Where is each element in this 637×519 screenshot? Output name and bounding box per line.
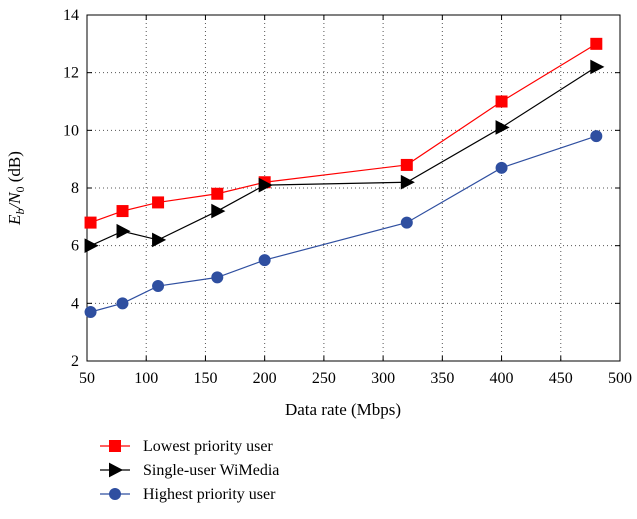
data-point: [116, 223, 131, 239]
x-tick-label: 350: [430, 370, 454, 387]
y-tick-label: 4: [71, 295, 79, 312]
data-point: [116, 205, 129, 218]
y-label-sub2: 0: [13, 186, 27, 192]
x-tick-label: 150: [193, 370, 217, 387]
data-point: [211, 187, 224, 200]
plot-frame: [86, 14, 621, 362]
y-label-mid: /N: [5, 191, 24, 210]
y-label-sub1: b: [13, 209, 27, 215]
x-tick-label: 450: [549, 370, 573, 387]
y-tick-label: 10: [63, 122, 79, 139]
legend: Lowest priority user Single-user WiMedia H…: [100, 438, 279, 503]
data-point: [495, 95, 508, 108]
x-tick-label: 100: [134, 370, 158, 387]
legend-label: Highest priority user: [143, 486, 276, 503]
legend-item: Single-user WiMedia: [100, 462, 279, 479]
series-layer: [84, 37, 605, 318]
data-point: [84, 238, 99, 253]
y-label-unit: (dB): [5, 151, 24, 186]
x-tick-label: 400: [490, 370, 514, 387]
legend-label: Lowest priority user: [143, 438, 273, 455]
series-1: [84, 37, 603, 229]
data-point: [400, 158, 413, 171]
series-2: [84, 59, 605, 253]
x-tick-label: 200: [253, 370, 277, 387]
series-line: [90, 43, 597, 224]
legend-label: Single-user WiMedia: [143, 462, 279, 479]
data-point: [400, 174, 415, 190]
grid-lines: [87, 15, 620, 361]
data-point: [152, 196, 165, 209]
legend-item: Highest priority user: [100, 486, 276, 503]
x-tick-label: 250: [312, 370, 336, 387]
data-point: [211, 271, 224, 284]
plot-border: [86, 14, 621, 362]
legend-marker: [109, 462, 124, 478]
legend-marker: [109, 488, 121, 500]
data-point: [590, 59, 605, 75]
data-point: [258, 254, 271, 267]
x-tick-label: 50: [79, 370, 95, 387]
data-point: [495, 120, 510, 135]
y-axis-label: Eb/N0 (dB): [5, 151, 27, 226]
legend-item: Lowest priority user: [100, 438, 273, 455]
y-label-main: E: [5, 214, 24, 226]
data-point: [400, 216, 413, 229]
series-line: [90, 66, 597, 247]
legend-marker: [109, 440, 121, 452]
data-point: [152, 280, 165, 293]
axis-ticks: 50 100 150 200 250 300 350 400 450 500 2 4 6 8 10 12 14: [63, 7, 632, 387]
series-line: [90, 135, 597, 313]
x-axis-label: Data rate (Mbps): [285, 400, 401, 419]
data-point: [495, 161, 508, 174]
y-tick-label: 14: [63, 7, 79, 24]
y-tick-label: 2: [71, 353, 79, 370]
y-tick-label: 6: [71, 238, 79, 255]
x-tick-label: 500: [608, 370, 632, 387]
x-tick-label: 300: [371, 370, 395, 387]
data-point: [590, 37, 603, 50]
data-point: [152, 232, 167, 248]
y-tick-label: 12: [63, 65, 79, 82]
data-point: [258, 177, 273, 193]
y-tick-label: 8: [71, 180, 79, 197]
data-point: [211, 203, 226, 219]
data-point: [116, 297, 129, 310]
data-point: [84, 305, 97, 318]
data-point: [84, 216, 97, 229]
series-3: [84, 130, 603, 318]
data-point: [590, 130, 603, 143]
